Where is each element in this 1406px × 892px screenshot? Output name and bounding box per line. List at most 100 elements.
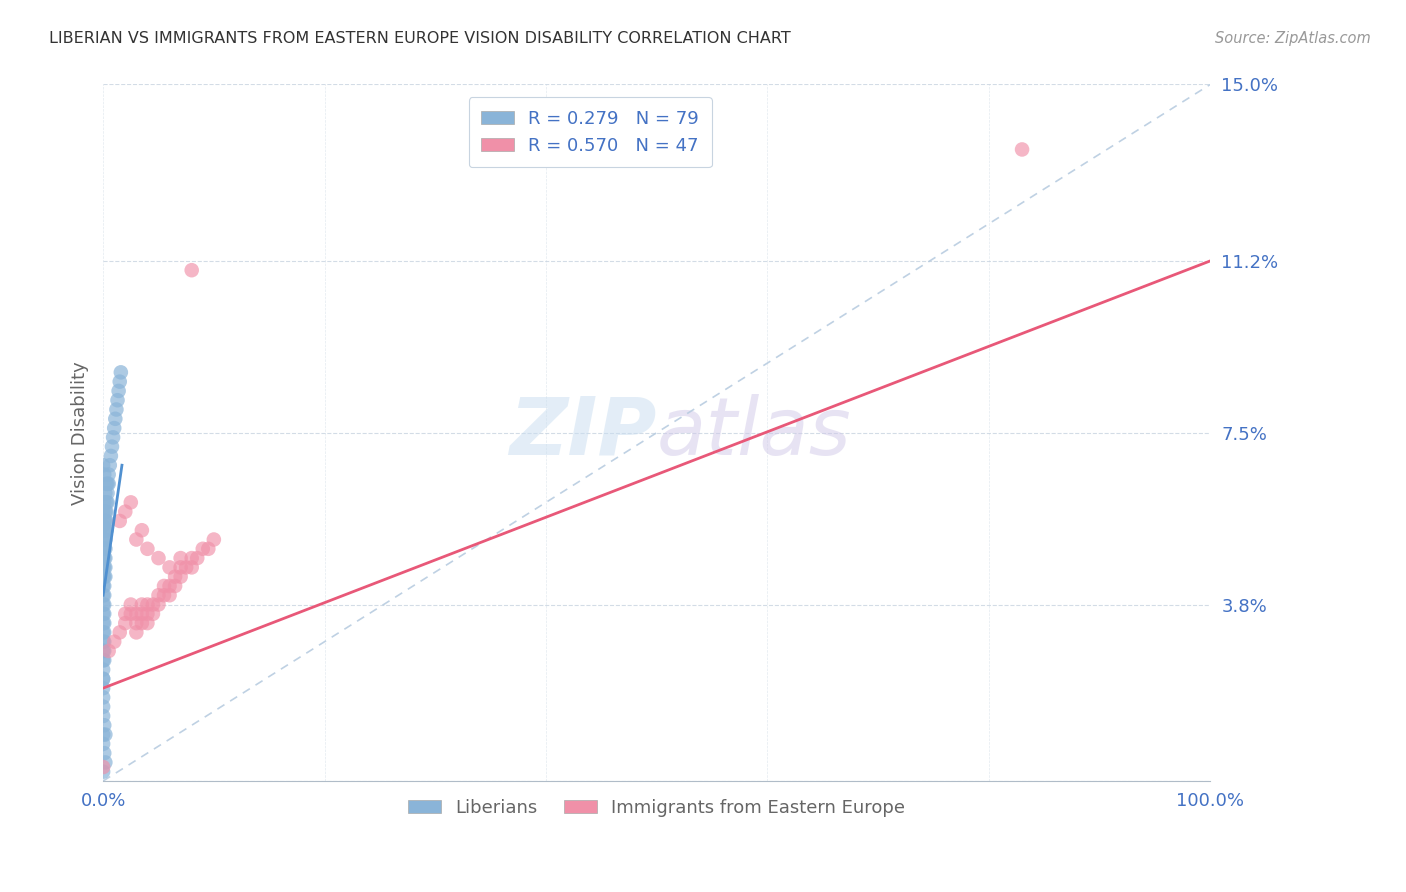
Point <box>159 560 181 574</box>
Point <box>91 607 114 621</box>
Y-axis label: Vision Disability: Vision Disability <box>72 361 89 505</box>
Point <box>93 598 115 612</box>
Point <box>136 541 159 556</box>
Point <box>94 514 117 528</box>
Point <box>114 607 136 621</box>
Text: Source: ZipAtlas.com: Source: ZipAtlas.com <box>1215 31 1371 46</box>
Point <box>93 569 115 583</box>
Point <box>93 579 115 593</box>
Point <box>94 486 117 500</box>
Point <box>165 569 187 583</box>
Point <box>91 518 114 533</box>
Point <box>91 672 114 686</box>
Point <box>197 541 219 556</box>
Point <box>174 560 197 574</box>
Point <box>91 663 114 677</box>
Point <box>91 541 114 556</box>
Point <box>103 634 125 648</box>
Point <box>159 579 181 593</box>
Point <box>94 727 117 741</box>
Point <box>97 644 120 658</box>
Point <box>91 672 114 686</box>
Point <box>91 690 114 705</box>
Point <box>96 486 118 500</box>
Point <box>93 533 115 547</box>
Point <box>93 718 115 732</box>
Point <box>131 616 153 631</box>
Point <box>169 560 191 574</box>
Point <box>108 625 131 640</box>
Point <box>125 607 148 621</box>
Point <box>107 384 129 398</box>
Point <box>96 495 118 509</box>
Point <box>93 644 115 658</box>
Point <box>91 588 114 602</box>
Point <box>96 476 118 491</box>
Point <box>91 764 114 779</box>
Point <box>153 579 176 593</box>
Point <box>91 760 114 774</box>
Point <box>93 495 115 509</box>
Point <box>169 551 191 566</box>
Point <box>94 756 117 770</box>
Point <box>91 560 114 574</box>
Point <box>96 514 118 528</box>
Point <box>93 523 115 537</box>
Point <box>94 505 117 519</box>
Point <box>107 393 129 408</box>
Point <box>91 458 114 473</box>
Text: ZIP: ZIP <box>509 393 657 472</box>
Point <box>114 616 136 631</box>
Text: LIBERIAN VS IMMIGRANTS FROM EASTERN EUROPE VISION DISABILITY CORRELATION CHART: LIBERIAN VS IMMIGRANTS FROM EASTERN EURO… <box>49 31 792 46</box>
Point <box>93 746 115 760</box>
Point <box>165 579 187 593</box>
Point <box>125 533 148 547</box>
Point <box>114 505 136 519</box>
Point <box>180 560 202 574</box>
Point <box>94 551 117 566</box>
Point <box>93 551 115 566</box>
Point <box>93 560 115 574</box>
Point <box>153 588 176 602</box>
Point <box>91 709 114 723</box>
Point <box>180 551 202 566</box>
Point <box>108 375 131 389</box>
Point <box>101 430 124 444</box>
Point <box>93 653 115 667</box>
Point <box>91 644 114 658</box>
Point <box>94 560 117 574</box>
Point <box>91 569 114 583</box>
Point <box>96 495 118 509</box>
Point <box>93 541 115 556</box>
Point <box>93 616 115 631</box>
Point <box>91 625 114 640</box>
Point <box>108 514 131 528</box>
Point <box>104 411 127 425</box>
Point <box>91 505 114 519</box>
Point <box>94 541 117 556</box>
Point <box>91 579 114 593</box>
Point <box>202 533 225 547</box>
Point <box>131 598 153 612</box>
Point <box>96 476 118 491</box>
Point <box>91 551 114 566</box>
Point <box>91 598 114 612</box>
Point <box>91 681 114 695</box>
Point <box>91 737 114 751</box>
Point <box>131 607 153 621</box>
Point <box>136 598 159 612</box>
Legend: Liberians, Immigrants from Eastern Europe: Liberians, Immigrants from Eastern Europ… <box>401 792 912 824</box>
Point <box>136 616 159 631</box>
Point <box>180 263 202 277</box>
Point <box>91 616 114 631</box>
Point <box>125 616 148 631</box>
Point <box>100 449 122 463</box>
Point <box>131 523 153 537</box>
Point <box>91 533 114 547</box>
Point <box>142 607 165 621</box>
Point <box>136 607 159 621</box>
Point <box>159 588 181 602</box>
Point <box>93 514 115 528</box>
Point <box>148 551 170 566</box>
Point <box>120 598 142 612</box>
